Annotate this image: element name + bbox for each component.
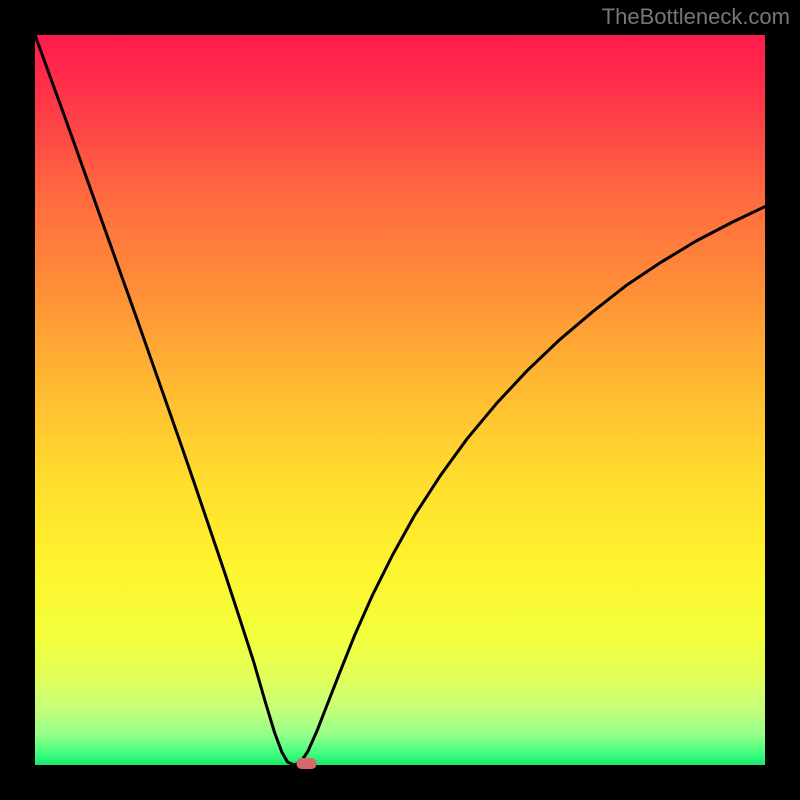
bottleneck-chart: [0, 0, 800, 800]
gradient-background: [35, 35, 765, 765]
dip-marker: [297, 758, 317, 769]
chart-frame: TheBottleneck.com: [0, 0, 800, 800]
